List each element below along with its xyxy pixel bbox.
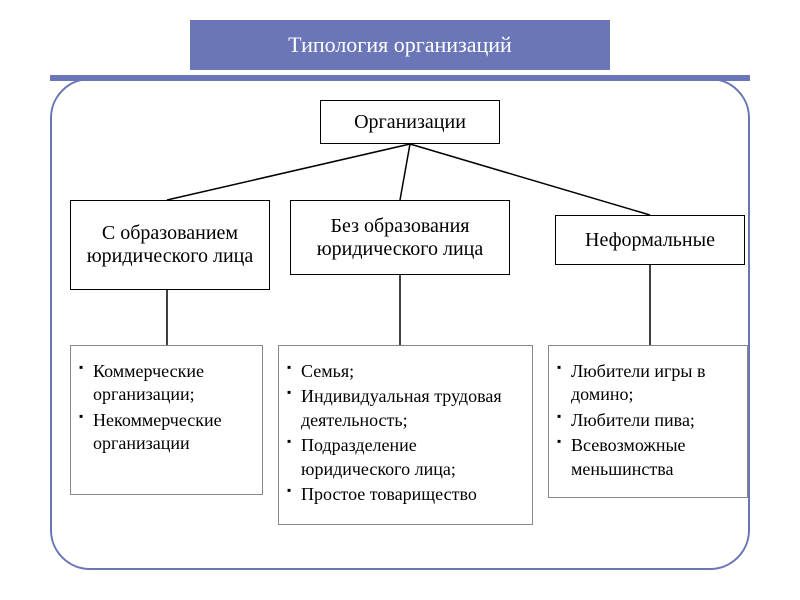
- list-item: Любители игры в домино;: [557, 360, 737, 407]
- node-informal: Неформальные: [555, 215, 745, 265]
- list-item: Индивидуальная трудовая деятельность;: [287, 385, 522, 432]
- title-text: Типология организаций: [288, 32, 512, 58]
- list-item: Подразделение юридического лица;: [287, 434, 522, 481]
- page-title: Типология организаций: [190, 20, 610, 70]
- list-item: Всевозможные меньшинства: [557, 434, 737, 481]
- node-nolegal-label: Без образования юридического лица: [301, 215, 499, 261]
- list-informal: Любители игры в домино;Любители пива;Все…: [557, 360, 737, 481]
- node-nolegal: Без образования юридического лица: [290, 200, 510, 275]
- node-legal: С образованием юридического лица: [70, 200, 270, 290]
- node-legal-label: С образованием юридического лица: [81, 222, 259, 268]
- title-underline: [50, 75, 750, 81]
- list-legal: Коммерческие организации;Некоммерческие …: [79, 360, 252, 456]
- listbox-nolegal: Семья;Индивидуальная трудовая деятельнос…: [278, 345, 533, 525]
- list-item: Семья;: [287, 360, 522, 383]
- list-item: Любители пива;: [557, 409, 737, 432]
- listbox-informal: Любители игры в домино;Любители пива;Все…: [548, 345, 748, 498]
- list-item: Простое товарищество: [287, 483, 522, 506]
- node-root: Организации: [320, 100, 500, 144]
- node-informal-label: Неформальные: [585, 229, 715, 252]
- listbox-legal: Коммерческие организации;Некоммерческие …: [70, 345, 263, 495]
- list-nolegal: Семья;Индивидуальная трудовая деятельнос…: [287, 360, 522, 506]
- list-item: Коммерческие организации;: [79, 360, 252, 407]
- list-item: Некоммерческие организации: [79, 409, 252, 456]
- node-root-label: Организации: [354, 111, 466, 134]
